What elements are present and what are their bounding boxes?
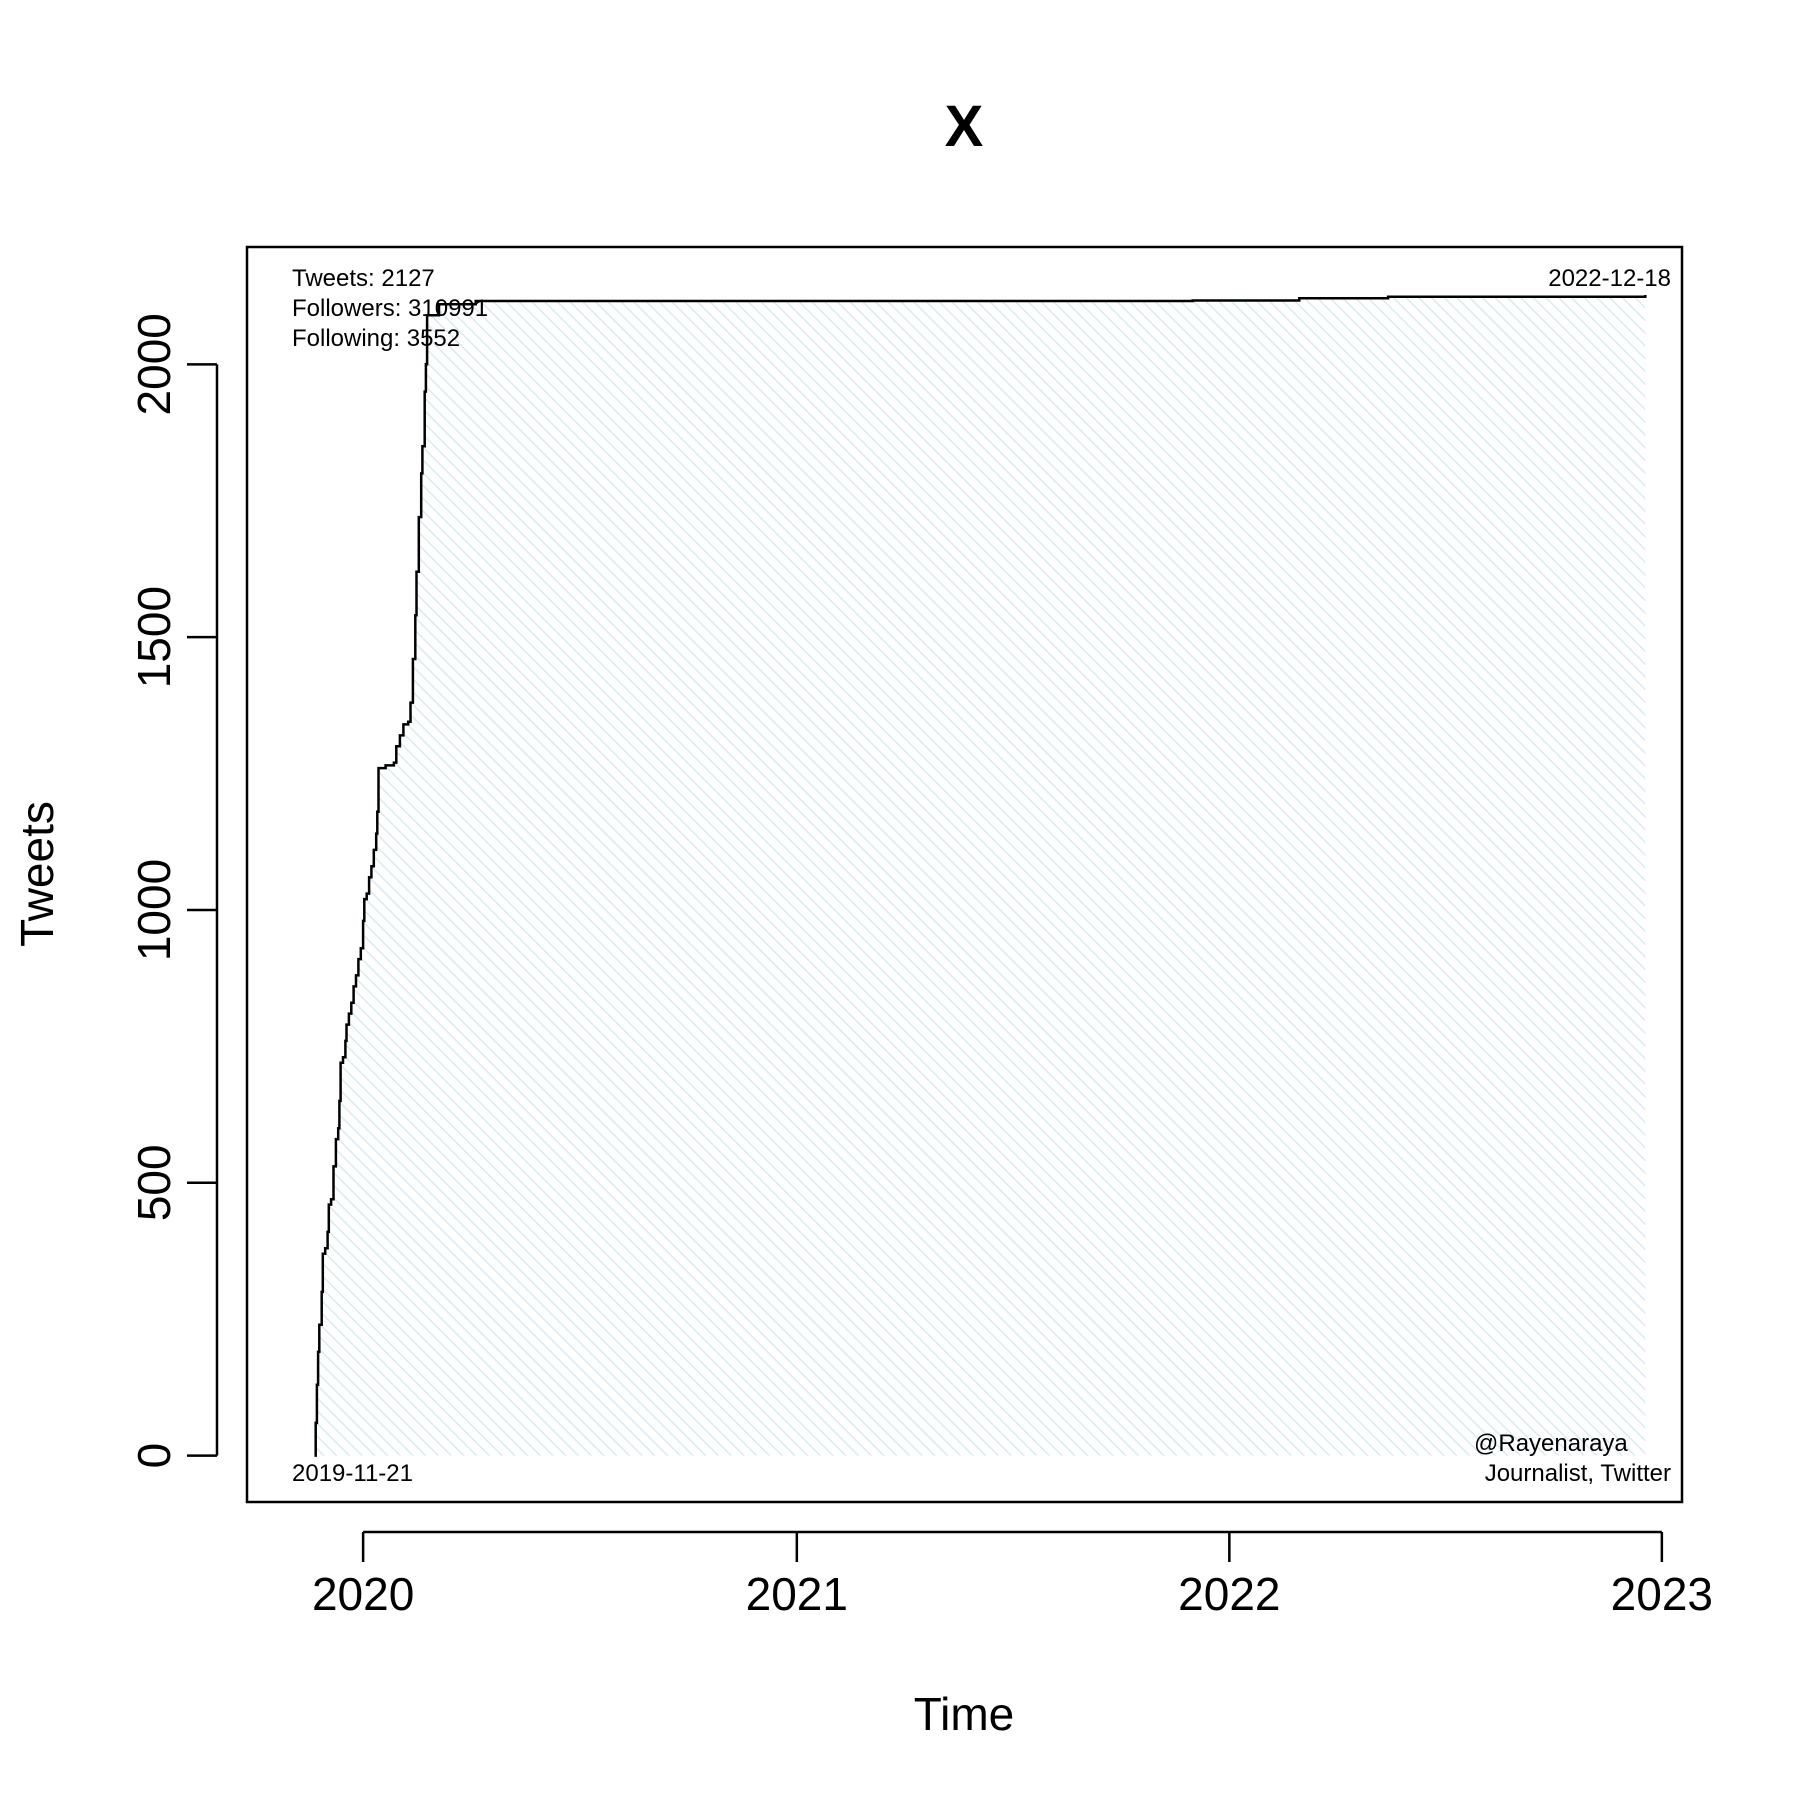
chart-title: X	[945, 94, 984, 159]
x-tick-label: 2021	[746, 1568, 848, 1620]
tweets-area-fill	[314, 295, 1646, 1456]
y-tick-label: 2000	[128, 313, 180, 415]
stat-followers: Followers: 310991	[292, 295, 488, 322]
stat-tweets: Tweets: 2127	[292, 265, 435, 292]
account-handle: @Rayenaraya	[1474, 1430, 1628, 1457]
y-axis-title: Tweets	[11, 801, 63, 947]
account-description: Journalist, Twitter	[1485, 1460, 1671, 1487]
plot-frame	[245, 245, 1684, 1504]
x-axis-title: Time	[914, 1688, 1015, 1740]
end-date-label: 2022-12-18	[1548, 265, 1671, 292]
y-tick-label: 0	[128, 1443, 180, 1469]
x-tick-label: 2022	[1178, 1568, 1280, 1620]
x-tick-label: 2023	[1611, 1568, 1713, 1620]
y-tick-label: 1000	[128, 859, 180, 961]
stat-following: Following: 3552	[292, 325, 460, 352]
x-tick-label: 2020	[312, 1568, 414, 1620]
tweets-cumulative-line	[314, 295, 1647, 1457]
y-tick-label: 500	[128, 1144, 180, 1221]
start-date-label: 2019-11-21	[292, 1460, 413, 1487]
y-tick-label: 1500	[128, 586, 180, 688]
